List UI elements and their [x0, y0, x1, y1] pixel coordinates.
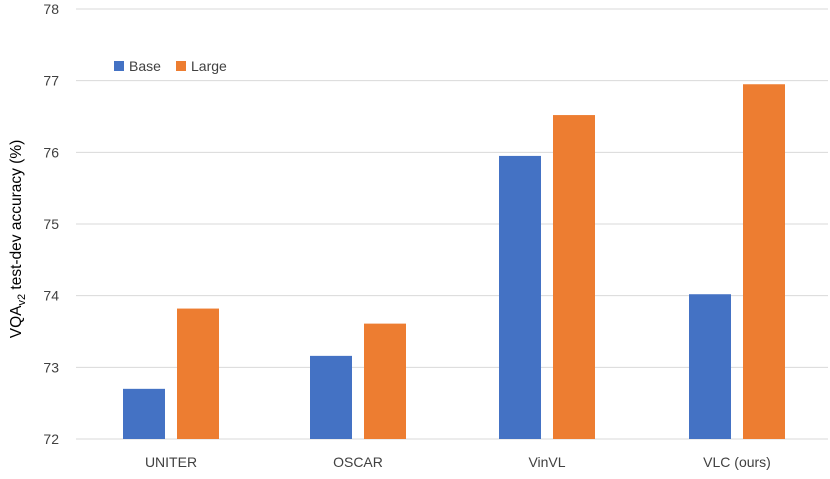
bar-oscar-base: [310, 355, 352, 439]
x-category-label-uniter: UNITER: [145, 454, 197, 470]
y-axis-label-prefix: VQA: [8, 305, 25, 338]
y-tick-label-78: 78: [43, 1, 59, 17]
y-axis-label-suffix: test-dev accuracy (%): [8, 140, 25, 294]
bar-vinvl-base: [499, 155, 541, 439]
y-tick-label-73: 73: [43, 359, 59, 375]
y-axis-ticks: 72 73 74 75 76 77 78: [43, 1, 59, 447]
bar-vinvl-large: [553, 115, 595, 440]
y-tick-label-77: 77: [43, 73, 59, 89]
y-tick-label-72: 72: [43, 431, 59, 447]
x-category-label-oscar: OSCAR: [333, 454, 383, 470]
x-axis-categories: UNITER OSCAR VinVL VLC (ours): [145, 454, 771, 470]
bar-uniter-large: [177, 308, 219, 439]
x-category-label-vlc-ours: VLC (ours): [703, 454, 771, 470]
legend: Base Large: [114, 58, 227, 74]
legend-swatch-large: [176, 61, 186, 71]
y-axis-label: VQAv2 test-dev accuracy (%): [8, 140, 28, 339]
bars: [123, 84, 785, 440]
bar-vlc-ours-large: [743, 84, 785, 439]
y-axis-label-subscript: v2: [16, 294, 28, 306]
legend-label-base: Base: [129, 58, 161, 74]
bar-oscar-large: [364, 323, 406, 439]
legend-swatch-base: [114, 61, 124, 71]
bar-uniter-base: [123, 388, 165, 439]
y-tick-label-75: 75: [43, 216, 59, 232]
y-tick-label-76: 76: [43, 144, 59, 160]
legend-label-large: Large: [191, 58, 227, 74]
bar-vlc-ours-base: [689, 294, 731, 439]
x-category-label-vinvl: VinVL: [528, 454, 565, 470]
y-tick-label-74: 74: [43, 288, 59, 304]
